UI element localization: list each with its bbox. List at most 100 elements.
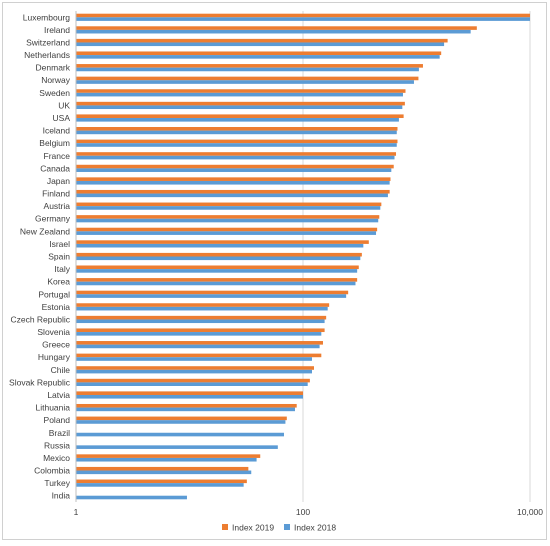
category-label-france: France (44, 151, 71, 161)
bar-russia-index-2018 (76, 445, 278, 449)
category-label-brazil: Brazil (49, 428, 70, 438)
bar-new-zealand-index-2019 (76, 227, 378, 232)
x-tick-label-1: 1 (74, 507, 79, 517)
bar-czech-republic-index-2018 (76, 319, 325, 324)
bar-norway-index-2019 (76, 76, 419, 81)
bar-france-index-2019 (76, 152, 397, 156)
category-label-usa: USA (53, 113, 71, 123)
category-label-norway: Norway (41, 75, 71, 85)
bar-brazil-index-2018 (76, 432, 284, 437)
category-label-czech-republic: Czech Republic (10, 314, 70, 324)
bar-norway-index-2018 (76, 80, 414, 84)
bar-chart: Luxembourg Ireland Switzerland Netherlands D… (9, 11, 544, 533)
bar-latvia-index-2019 (76, 391, 303, 395)
category-label-finland: Finland (42, 189, 70, 199)
bar-belgium-index-2018 (76, 143, 397, 147)
bar-mexico-index-2018 (76, 457, 257, 462)
category-label-estonia: Estonia (42, 302, 71, 312)
category-label-luxembourg: Luxembourg (23, 12, 71, 22)
bar-japan-index-2018 (76, 180, 390, 185)
bar-india-index-2018 (76, 495, 187, 500)
bar-finland-index-2018 (76, 193, 388, 198)
category-label-ireland: Ireland (44, 25, 70, 35)
x-tick-labels: 1 100 10,000 (74, 507, 544, 517)
bar-sweden-index-2019 (76, 89, 406, 93)
bar-uk-index-2019 (76, 101, 405, 106)
category-label-colombia: Colombia (34, 466, 70, 476)
bar-iceland-index-2019 (76, 127, 398, 131)
bar-iceland-index-2018 (76, 130, 397, 135)
legend-label-index-2019: Index 2019 (232, 523, 274, 533)
category-label-switzerland: Switzerland (26, 37, 70, 47)
bar-portugal-index-2019 (76, 290, 349, 295)
bar-poland-index-2018 (76, 420, 286, 424)
bar-sweden-index-2018 (76, 92, 403, 97)
bar-korea-index-2018 (76, 281, 356, 286)
bar-netherlands-index-2018 (76, 55, 440, 59)
category-label-poland: Poland (44, 415, 71, 425)
bar-italy-index-2018 (76, 269, 358, 273)
category-label-iceland: Iceland (43, 126, 71, 136)
bar-slovenia-index-2018 (76, 332, 322, 336)
bar-austria-index-2019 (76, 202, 382, 207)
bar-luxembourg-index-2018 (76, 17, 530, 21)
bar-switzerland-index-2019 (76, 38, 448, 43)
category-labels: Luxembourg Ireland Switzerland Netherlands D… (9, 12, 71, 500)
bar-luxembourg-index-2019 (76, 13, 530, 18)
bar-ireland-index-2019 (76, 26, 477, 30)
category-label-italy: Italy (54, 264, 70, 274)
category-label-chile: Chile (51, 365, 71, 375)
bar-canada-index-2019 (76, 164, 394, 169)
bar-spain-index-2018 (76, 256, 361, 261)
x-tick-label-10-000: 10,000 (517, 507, 543, 517)
bar-spain-index-2019 (76, 252, 362, 257)
category-label-mexico: Mexico (43, 453, 70, 463)
category-label-lithuania: Lithuania (35, 403, 70, 413)
bar-chile-index-2018 (76, 369, 312, 374)
category-label-japan: Japan (47, 176, 70, 186)
bar-colombia-index-2019 (76, 466, 249, 471)
bar-japan-index-2019 (76, 177, 391, 181)
category-label-russia: Russia (44, 440, 70, 450)
category-label-greece: Greece (42, 340, 70, 350)
category-label-israel: Israel (49, 239, 70, 249)
bar-new-zealand-index-2018 (76, 231, 377, 235)
bar-uk-index-2018 (76, 105, 403, 110)
bar-lithuania-index-2019 (76, 403, 297, 408)
category-label-uk: UK (58, 100, 70, 110)
bar-estonia-index-2019 (76, 303, 330, 307)
bar-italy-index-2019 (76, 265, 359, 270)
bar-latvia-index-2018 (76, 394, 303, 399)
bar-slovak-republic-index-2018 (76, 382, 308, 386)
bar-germany-index-2019 (76, 215, 380, 219)
x-tick-label-100: 100 (296, 507, 310, 517)
bar-lithuania-index-2018 (76, 407, 295, 412)
bar-austria-index-2018 (76, 206, 381, 210)
bar-switzerland-index-2018 (76, 42, 445, 47)
bar-poland-index-2019 (76, 416, 287, 421)
category-label-hungary: Hungary (38, 352, 71, 362)
legend-label-index-2018: Index 2018 (294, 523, 336, 533)
bar-turkey-index-2018 (76, 483, 244, 487)
bar-estonia-index-2018 (76, 306, 328, 311)
bar-ireland-index-2018 (76, 29, 471, 34)
category-label-slovak-republic: Slovak Republic (9, 377, 71, 387)
category-label-turkey: Turkey (44, 478, 70, 488)
bar-korea-index-2019 (76, 278, 358, 282)
category-label-sweden: Sweden (39, 88, 70, 98)
bar-greece-index-2018 (76, 344, 320, 349)
bar-israel-index-2019 (76, 240, 369, 244)
bar-slovenia-index-2019 (76, 328, 325, 333)
bar-canada-index-2018 (76, 168, 392, 172)
bar-germany-index-2018 (76, 218, 379, 223)
bars (76, 13, 530, 500)
category-label-germany: Germany (35, 214, 71, 224)
bar-netherlands-index-2019 (76, 51, 442, 56)
bar-denmark-index-2018 (76, 67, 419, 72)
category-label-india: India (52, 491, 71, 501)
bar-turkey-index-2019 (76, 479, 247, 484)
bar-portugal-index-2018 (76, 294, 347, 298)
bar-usa-index-2019 (76, 114, 404, 119)
bar-denmark-index-2019 (76, 64, 423, 68)
category-label-canada: Canada (40, 163, 70, 173)
